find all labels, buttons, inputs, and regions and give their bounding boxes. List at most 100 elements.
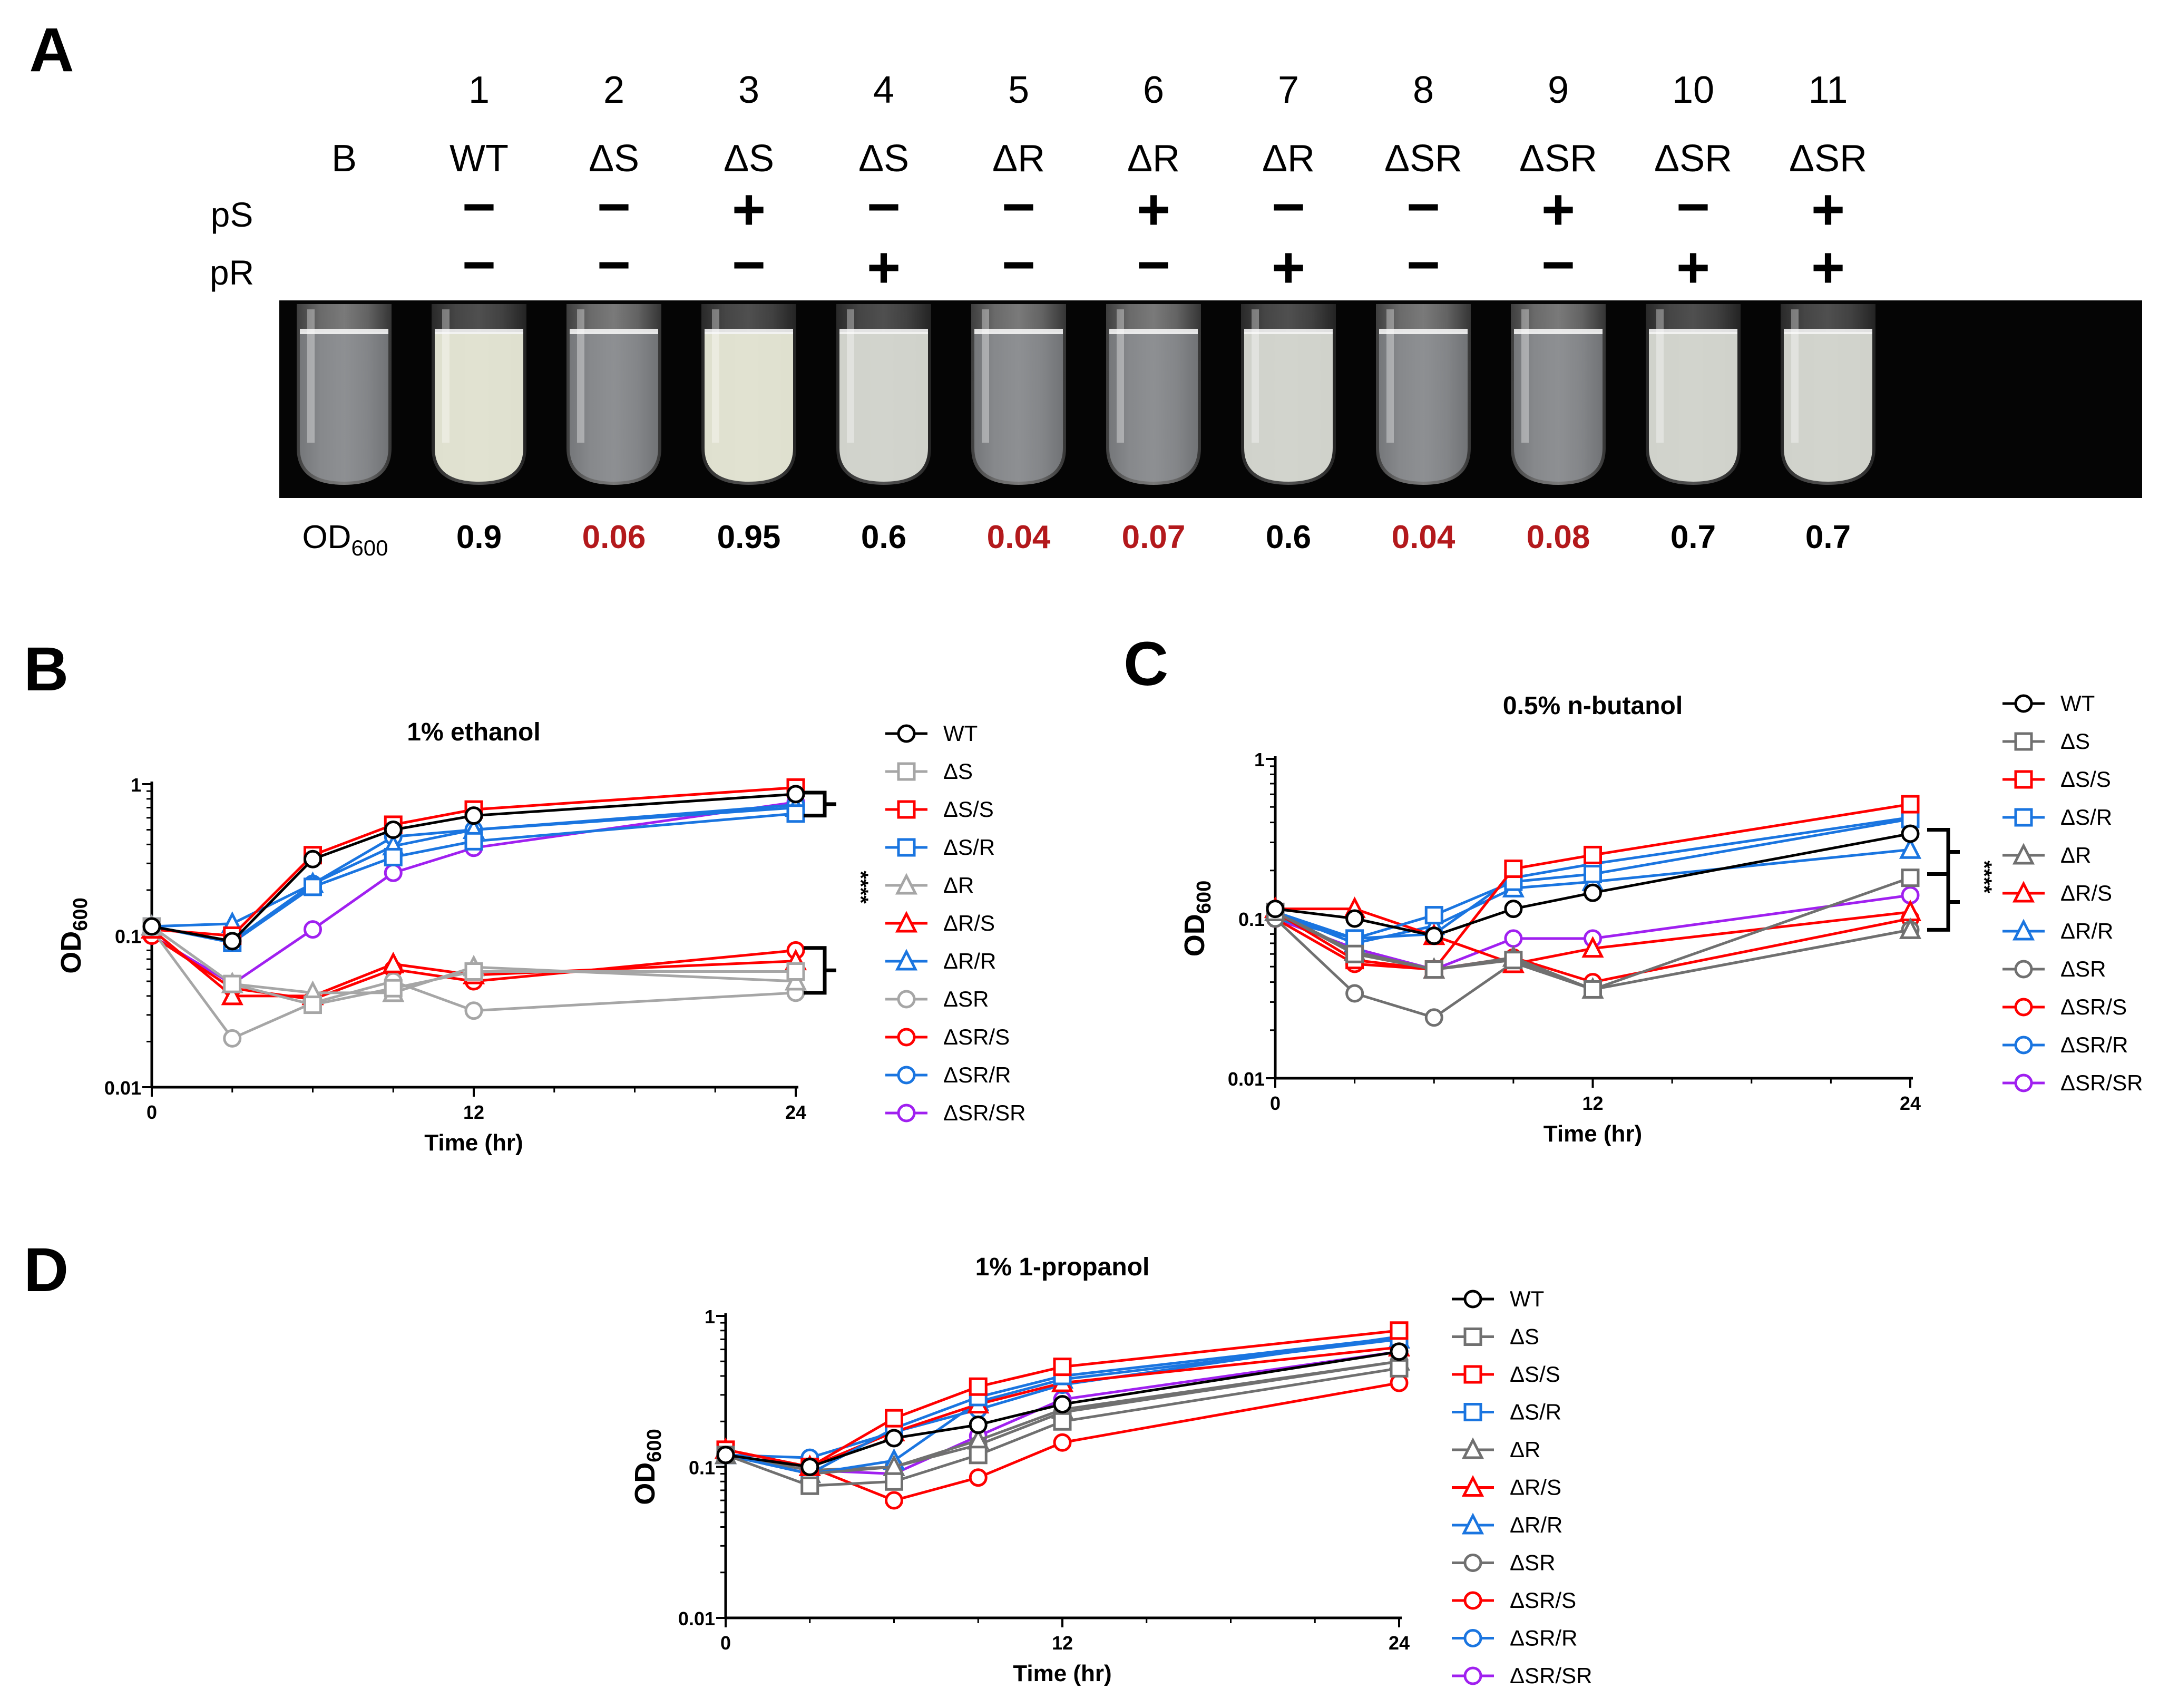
y-tick-label: 1 bbox=[705, 1306, 715, 1328]
tube-highlight bbox=[1386, 309, 1394, 443]
significance-stars: **** bbox=[1972, 861, 1996, 894]
panel-letter-a: A bbox=[29, 15, 74, 85]
tube-highlight bbox=[1252, 309, 1259, 443]
data-point bbox=[384, 863, 403, 882]
data-point bbox=[1584, 865, 1602, 884]
legend-swatch-marker bbox=[1463, 1554, 1482, 1572]
y-axis-label: OD600 bbox=[629, 1429, 666, 1505]
tube-ps-sign: − bbox=[867, 174, 901, 239]
tube-7 bbox=[1241, 304, 1336, 485]
legend-swatch-marker bbox=[897, 990, 916, 1009]
data-point bbox=[223, 1029, 242, 1048]
series-line bbox=[725, 1336, 1400, 1476]
x-tick-label: 24 bbox=[785, 1101, 806, 1123]
legend-label: ΔS/R bbox=[1510, 1400, 1561, 1424]
y-tick-label: 0.1 bbox=[115, 926, 141, 948]
tube-2 bbox=[566, 304, 661, 485]
x-axis-label: Time (hr) bbox=[424, 1130, 523, 1156]
legend-swatch-marker bbox=[897, 800, 916, 819]
tube-culture bbox=[974, 332, 1063, 482]
tube-meniscus bbox=[570, 329, 658, 334]
legend-swatch-marker bbox=[895, 873, 918, 895]
chart-title: 1% 1-propanol bbox=[975, 1253, 1150, 1281]
tube-highlight bbox=[1521, 309, 1529, 443]
tube-blank bbox=[297, 304, 392, 485]
significance-bracket: **** bbox=[1927, 827, 1996, 932]
tube-culture bbox=[435, 332, 523, 482]
legend-swatch-marker bbox=[1463, 1666, 1482, 1685]
legend-swatch-marker bbox=[2014, 960, 2033, 979]
tube-pr-sign: − bbox=[597, 232, 631, 297]
y-axis-label: OD600 bbox=[1179, 881, 1215, 957]
legend-label: ΔSR bbox=[1510, 1550, 1555, 1575]
tube-number: 4 bbox=[873, 69, 894, 111]
data-point bbox=[382, 951, 405, 973]
data-point bbox=[1901, 824, 1920, 843]
blank-label: B bbox=[331, 138, 357, 180]
legend-label: ΔR/S bbox=[943, 911, 995, 935]
tube-pr-sign: − bbox=[732, 232, 766, 297]
x-axis-label: Time (hr) bbox=[1543, 1121, 1642, 1147]
chart-title: 0.5% n-butanol bbox=[1503, 692, 1683, 720]
x-tick-label: 12 bbox=[1052, 1632, 1073, 1654]
tube-strain: ΔSR bbox=[1789, 138, 1867, 180]
series-line bbox=[151, 806, 796, 928]
legend-label: ΔS/R bbox=[943, 835, 995, 860]
series-line bbox=[1274, 876, 1911, 991]
data-point bbox=[1266, 900, 1285, 919]
series-line bbox=[725, 1367, 1400, 1487]
y-tick-label: 1 bbox=[131, 774, 141, 796]
tube-meniscus bbox=[1784, 329, 1872, 334]
data-point bbox=[885, 1409, 903, 1428]
tube-meniscus bbox=[435, 329, 523, 334]
tube-ps-sign: − bbox=[462, 174, 496, 239]
legend-label: WT bbox=[943, 721, 978, 746]
tube-ps-sign: − bbox=[1406, 174, 1440, 239]
data-point bbox=[1424, 926, 1443, 945]
series-line bbox=[725, 1360, 1400, 1472]
legend-label: ΔR bbox=[2060, 843, 2091, 867]
data-point bbox=[1053, 1412, 1072, 1431]
data-point bbox=[1390, 1342, 1409, 1361]
y-tick-label: 0.1 bbox=[1238, 909, 1265, 930]
legend: WT ΔS ΔS/S ΔS/R ΔR ΔR/S ΔR/R ΔSR ΔSR/S ΔSR/R ΔSR/S… bbox=[1452, 1286, 1592, 1688]
tube-number: 3 bbox=[738, 69, 759, 111]
tube-number: 9 bbox=[1548, 69, 1569, 111]
data-point bbox=[221, 983, 243, 1006]
tube-culture bbox=[570, 332, 658, 482]
data-point bbox=[1390, 1321, 1409, 1340]
legend-swatch-marker bbox=[1461, 1512, 1484, 1535]
x-tick-label: 12 bbox=[463, 1101, 484, 1123]
chart-butanol: C 0.5% n-butanol 0.01 0.1 1 0 12 24 Time (hr) OD6… bbox=[1124, 629, 2143, 1147]
tube-strain: ΔR bbox=[1127, 138, 1180, 180]
data-point bbox=[1901, 795, 1920, 814]
tube-highlight bbox=[307, 309, 315, 443]
data-point bbox=[786, 962, 805, 981]
tube-culture bbox=[1244, 332, 1333, 482]
tube-number: 11 bbox=[1809, 69, 1848, 111]
legend-swatch-marker bbox=[897, 838, 916, 857]
data-point bbox=[304, 920, 322, 939]
data-point bbox=[1345, 944, 1364, 963]
data-point bbox=[800, 1458, 819, 1476]
tube-strain: ΔR bbox=[1262, 138, 1315, 180]
legend-label: ΔSR bbox=[2060, 957, 2106, 981]
legend-label: ΔS/S bbox=[943, 797, 994, 822]
legend-swatch-marker bbox=[1463, 1328, 1482, 1346]
legend-label: ΔS bbox=[2060, 729, 2090, 754]
data-point bbox=[1504, 860, 1523, 879]
legend-swatch-marker bbox=[2014, 770, 2033, 789]
panel-letter-c: C bbox=[1124, 629, 1168, 699]
tube-8 bbox=[1376, 304, 1471, 485]
data-point bbox=[464, 962, 483, 981]
panel-letter-b: B bbox=[24, 635, 69, 704]
legend-label: ΔS/S bbox=[2060, 767, 2111, 792]
series-line bbox=[1275, 907, 1911, 965]
tube-meniscus bbox=[839, 329, 928, 334]
tube-6 bbox=[1106, 304, 1201, 485]
tube-strain: ΔR bbox=[992, 138, 1045, 180]
legend-swatch-marker bbox=[897, 1066, 916, 1085]
chart-propanol: D 1% 1-propanol 0.01 0.1 1 0 12 24 Time (hr) OD60… bbox=[24, 1235, 1592, 1688]
legend-label: ΔS bbox=[1510, 1324, 1539, 1349]
